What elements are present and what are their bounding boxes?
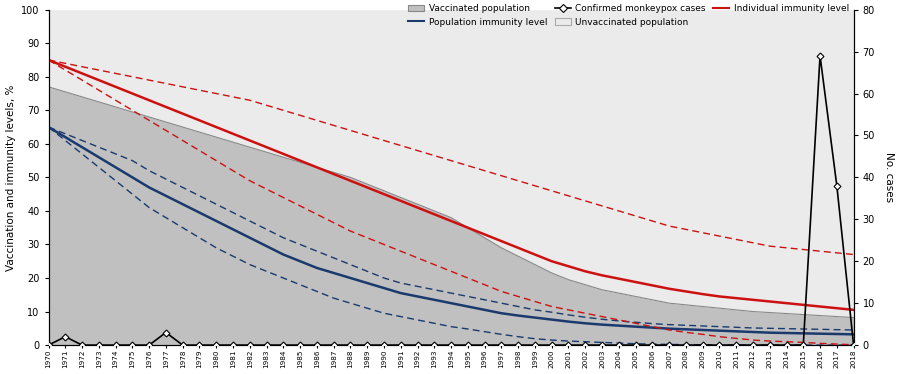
Legend: Vaccinated population, Population immunity level, Confirmed monkeypox cases, Unv: Vaccinated population, Population immuni… bbox=[408, 4, 849, 27]
Y-axis label: No. cases: No. cases bbox=[885, 152, 895, 202]
Y-axis label: Vaccination and immunity levels, %: Vaccination and immunity levels, % bbox=[5, 84, 15, 270]
